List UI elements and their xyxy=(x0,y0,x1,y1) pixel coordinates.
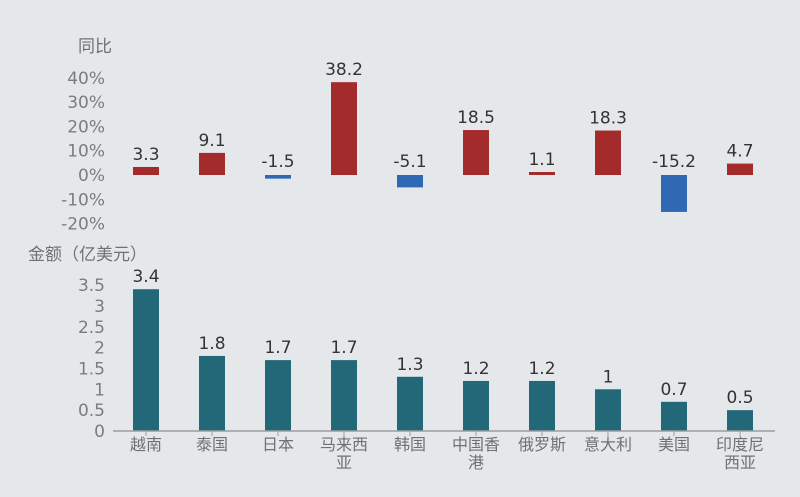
y-tick-label: 10% xyxy=(67,142,105,162)
x-tick-label: 马来西 xyxy=(320,435,368,454)
bar xyxy=(331,82,357,175)
data-label: 18.5 xyxy=(457,108,495,128)
x-tick-label: 西亚 xyxy=(724,453,756,472)
data-label: 1.2 xyxy=(528,359,555,379)
y-tick-label: 20% xyxy=(67,117,105,137)
bar xyxy=(661,401,687,431)
y-tick-label: 1.5 xyxy=(78,359,105,379)
data-label: 4.7 xyxy=(726,142,753,162)
bar xyxy=(463,380,489,431)
y-tick-label: 2.5 xyxy=(78,318,105,338)
data-label: 18.3 xyxy=(589,109,627,129)
bar xyxy=(331,360,357,431)
bar xyxy=(397,376,423,431)
data-label: 9.1 xyxy=(198,131,225,151)
bar xyxy=(199,152,225,175)
bar xyxy=(595,389,621,431)
y-tick-label: 3 xyxy=(94,297,105,317)
x-tick-label: 俄罗斯 xyxy=(518,435,566,454)
x-tick-label: 日本 xyxy=(262,435,294,454)
y-tick-label: -10% xyxy=(61,190,105,210)
data-label: 1 xyxy=(603,367,614,387)
y-tick-label: 30% xyxy=(67,93,105,113)
x-tick-label: 越南 xyxy=(130,435,162,454)
data-label: -1.5 xyxy=(261,152,294,172)
y-tick-label: 2 xyxy=(94,339,105,359)
bar xyxy=(397,175,423,188)
bar xyxy=(463,130,489,175)
bar xyxy=(529,172,555,175)
x-tick-label: 港 xyxy=(468,453,484,472)
bar xyxy=(595,130,621,175)
data-label: 1.2 xyxy=(462,359,489,379)
x-tick-label: 意大利 xyxy=(584,435,632,454)
bar xyxy=(265,175,291,179)
data-label: 0.7 xyxy=(660,380,687,400)
y-tick-label: 0% xyxy=(78,166,105,186)
data-label: 1.1 xyxy=(528,150,555,170)
data-label: 38.2 xyxy=(325,60,363,80)
data-label: 0.5 xyxy=(726,388,753,408)
y-tick-label: 40% xyxy=(67,69,105,89)
x-tick-label: 中国香 xyxy=(452,435,500,454)
y-tick-label: 0.5 xyxy=(78,401,105,421)
data-label: 1.8 xyxy=(198,334,225,354)
data-label: 3.4 xyxy=(132,267,159,287)
x-tick-label: 美国 xyxy=(658,435,690,454)
data-label: 1.7 xyxy=(330,338,357,358)
y-tick-label: 0 xyxy=(94,422,105,442)
x-tick-label: 印度尼 xyxy=(716,435,764,454)
y-tick-label: 3.5 xyxy=(78,276,105,296)
data-label: 1.7 xyxy=(264,338,291,358)
bar xyxy=(265,360,291,431)
bar xyxy=(661,175,687,212)
bar xyxy=(727,410,753,431)
x-tick-label: 亚 xyxy=(336,453,352,472)
x-tick-label: 泰国 xyxy=(196,435,228,454)
data-label: 1.3 xyxy=(396,355,423,375)
top-chart-ylabel: 同比 xyxy=(78,37,112,57)
bar xyxy=(529,380,555,431)
bottom-chart-ylabel: 金额（亿美元） xyxy=(28,245,147,265)
y-tick-label: 1 xyxy=(94,380,105,400)
y-tick-label: -20% xyxy=(61,215,105,235)
data-label: 3.3 xyxy=(132,145,159,165)
bar xyxy=(199,355,225,431)
data-label: -15.2 xyxy=(652,152,696,172)
bar xyxy=(133,289,159,431)
bar xyxy=(133,166,159,175)
data-label: -5.1 xyxy=(393,152,426,172)
bar xyxy=(727,163,753,175)
x-tick-label: 韩国 xyxy=(394,435,426,454)
